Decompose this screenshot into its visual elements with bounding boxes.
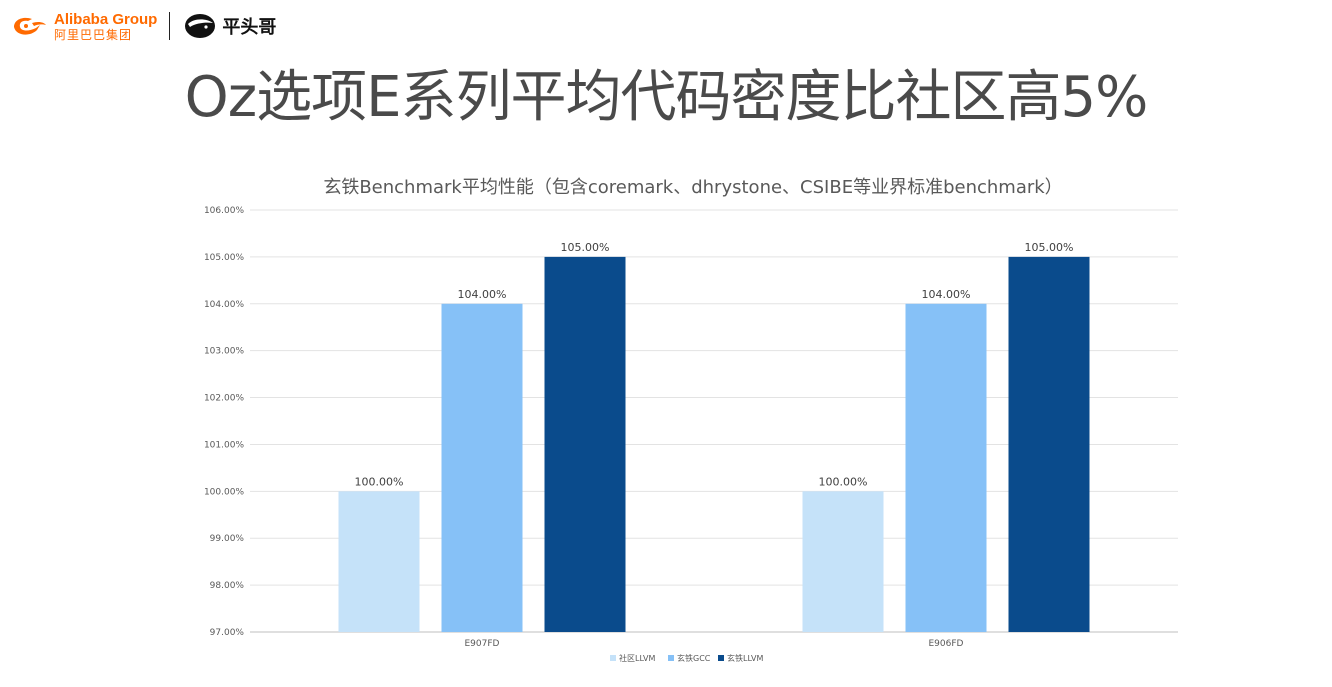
data-label: 104.00% <box>922 288 971 301</box>
data-label: 100.00% <box>355 475 404 488</box>
x-tick-label: E906FD <box>929 639 964 649</box>
bar <box>441 303 523 632</box>
legend: 社区LLVM 玄铁GCC 玄铁LLVM <box>610 653 764 663</box>
bar <box>802 491 884 632</box>
data-labels: 100.00% 104.00% 105.00% 100.00% 104.00% 105.0… <box>355 241 1074 488</box>
y-tick-label: 104.00% <box>204 300 244 310</box>
data-label: 105.00% <box>561 241 610 254</box>
bar <box>544 256 626 632</box>
alibaba-logo: Alibaba Group 阿里巴巴集团 <box>10 12 157 41</box>
legend-label: 玄铁GCC <box>677 653 711 663</box>
bar <box>905 303 987 632</box>
x-axis: E907FD E906FD <box>465 639 964 649</box>
slide-title: Oz选项E系列平均代码密度比社区高5% <box>184 65 1149 130</box>
alibaba-name-cn: 阿里巴巴集团 <box>54 27 133 42</box>
legend-swatch <box>610 655 616 661</box>
pingtouge-logo: 平头哥 <box>184 12 276 40</box>
y-tick-label: 103.00% <box>204 347 244 357</box>
logo-divider <box>169 12 171 40</box>
legend-label: 社区LLVM <box>619 653 656 663</box>
y-tick-label: 97.00% <box>210 628 245 638</box>
y-tick-label: 102.00% <box>204 394 244 404</box>
y-tick-label: 105.00% <box>204 253 244 263</box>
alibaba-smile-icon <box>14 17 46 35</box>
data-label: 100.00% <box>819 475 868 488</box>
honey-badger-icon <box>185 14 216 38</box>
y-tick-label: 99.00% <box>210 534 245 544</box>
chart-title: 玄铁Benchmark平均性能（包含coremark、dhrystone、CSI… <box>323 177 1062 198</box>
bar <box>1008 256 1090 632</box>
y-tick-label: 98.00% <box>210 581 245 591</box>
y-tick-label: 106.00% <box>204 206 244 216</box>
pingtouge-name: 平头哥 <box>222 17 277 38</box>
bar <box>338 491 420 632</box>
data-label: 105.00% <box>1025 241 1074 254</box>
legend-label: 玄铁LLVM <box>727 653 764 663</box>
y-axis: 97.00% 98.00% 99.00% 100.00% 101.00% 102.00% 1… <box>204 206 244 638</box>
data-label: 104.00% <box>458 288 507 301</box>
legend-swatch <box>668 655 674 661</box>
alibaba-name-en: Alibaba Group <box>54 10 158 28</box>
x-tick-label: E907FD <box>465 639 500 649</box>
bars <box>338 256 1090 632</box>
legend-swatch <box>718 655 724 661</box>
y-tick-label: 100.00% <box>204 487 244 497</box>
header-logos: Alibaba Group 阿里巴巴集团 平头哥 <box>10 8 276 44</box>
y-tick-label: 101.00% <box>204 440 244 450</box>
